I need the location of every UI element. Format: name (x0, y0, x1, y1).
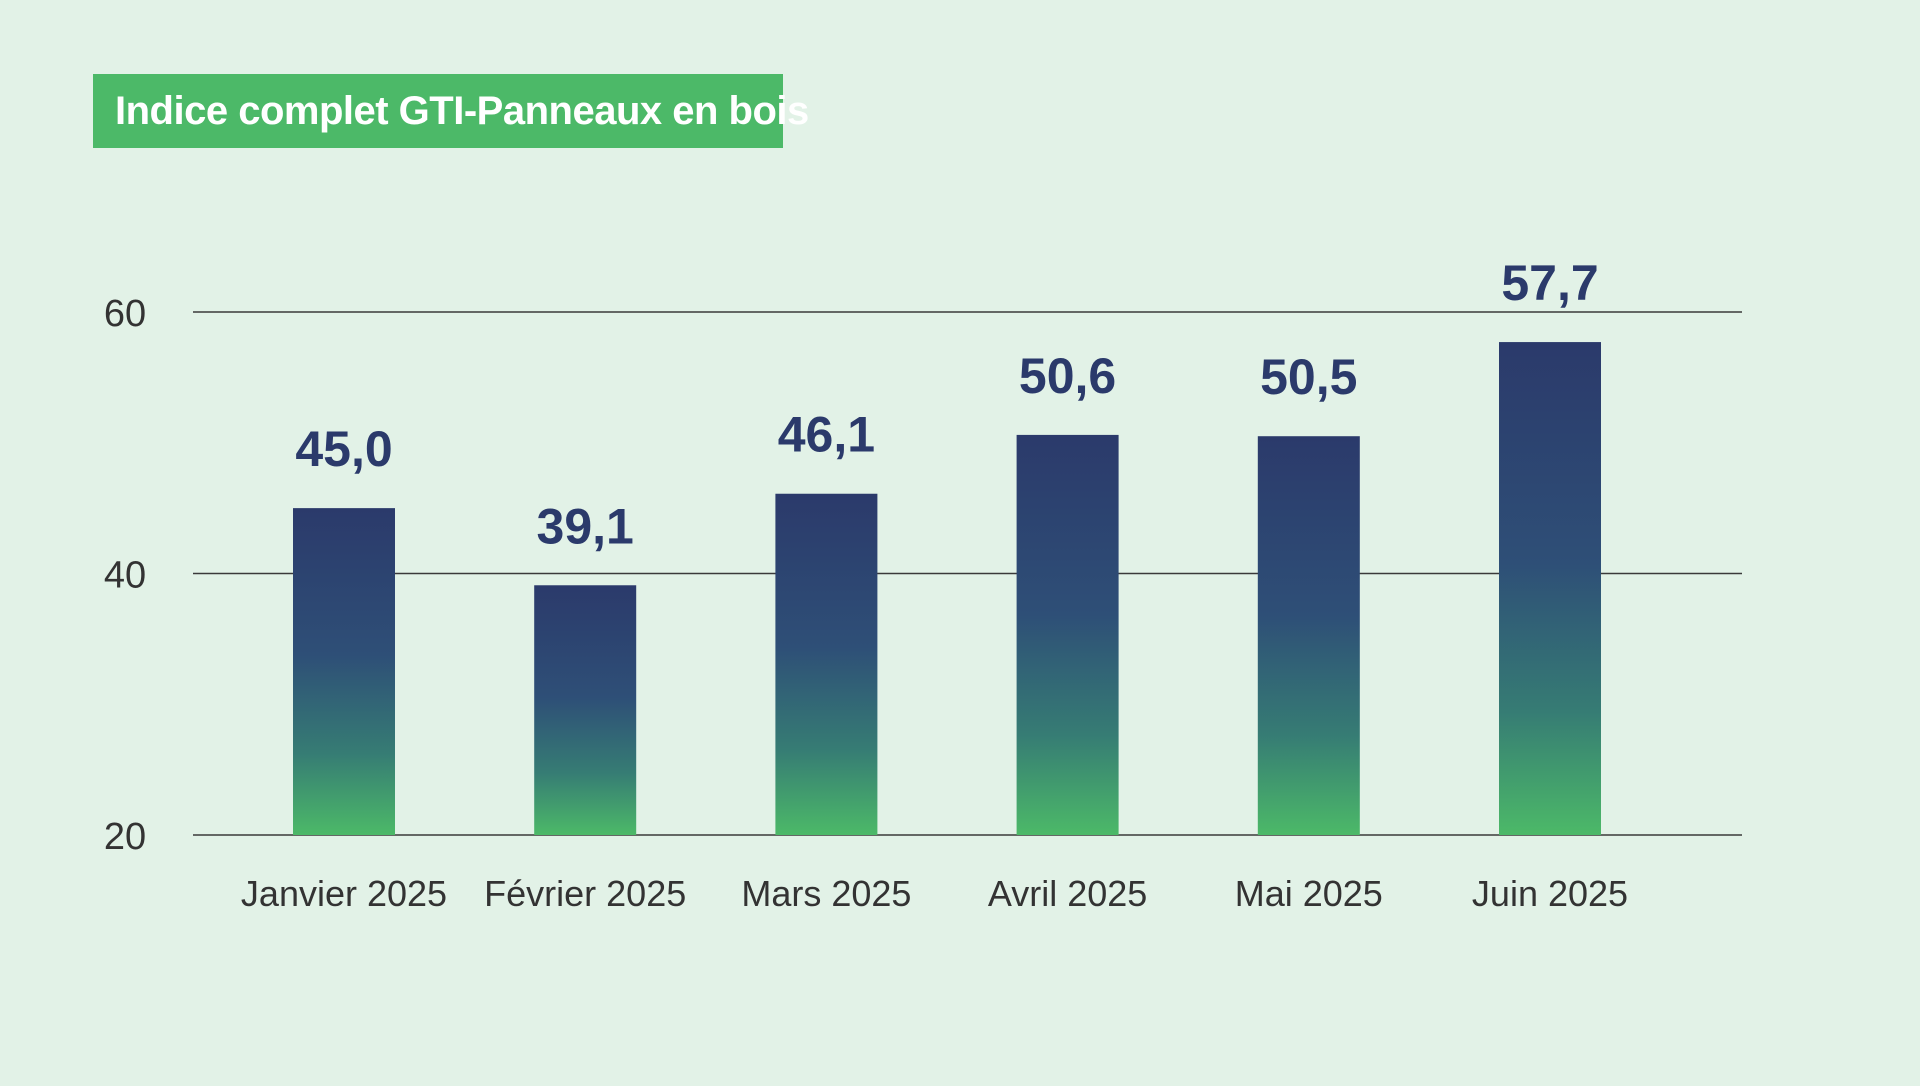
x-tick-label: Avril 2025 (988, 873, 1147, 914)
x-axis-ticks: Janvier 2025 Février 2025 Mars 2025 Avril 2… (241, 873, 1628, 914)
value-label: 45,0 (295, 421, 392, 477)
x-tick-label: Janvier 2025 (241, 873, 447, 914)
bars (293, 342, 1601, 835)
value-label: 46,1 (778, 407, 875, 463)
x-tick-label: Mai 2025 (1235, 873, 1383, 914)
bar-1 (293, 508, 395, 835)
bar-3 (775, 493, 878, 835)
y-axis-ticks: 20 40 60 (104, 293, 146, 858)
value-label: 50,5 (1260, 349, 1357, 405)
x-tick-label: Mars 2025 (741, 873, 911, 914)
bar-4 (1016, 434, 1119, 835)
bar-6 (1499, 342, 1601, 835)
y-tick-label: 60 (104, 293, 146, 335)
value-label: 57,7 (1501, 255, 1598, 311)
gridlines (193, 311, 1742, 836)
chart-title-box: Indice complet GTI-Panneaux en bois (93, 74, 809, 148)
value-label: 50,6 (1019, 348, 1116, 404)
y-tick-label: 40 (104, 555, 146, 597)
value-label: 39,1 (537, 498, 634, 554)
chart-title: Indice complet GTI-Panneaux en bois (115, 88, 809, 133)
bar-5 (1257, 436, 1360, 835)
bar-2 (534, 585, 637, 835)
x-tick-label: Juin 2025 (1472, 873, 1628, 914)
value-labels: 45,0 39,1 46,1 50,6 50,5 57,7 (295, 255, 1598, 554)
x-tick-label: Février 2025 (484, 873, 686, 914)
y-tick-label: 20 (104, 816, 146, 858)
